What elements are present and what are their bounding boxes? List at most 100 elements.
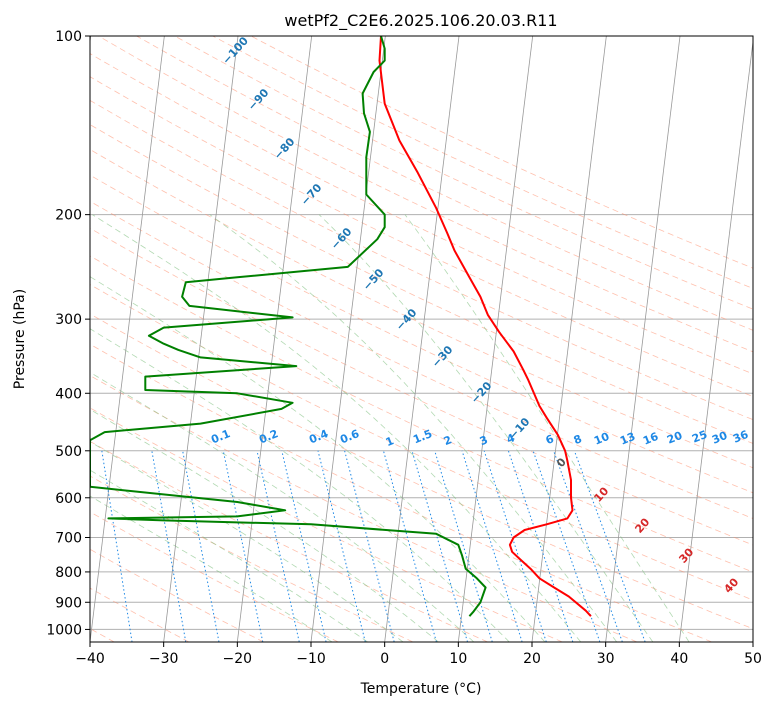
mixing-ratio-label: 13 <box>618 430 637 448</box>
profile-series <box>90 36 592 617</box>
isotherm-line <box>163 36 239 642</box>
moist-adiabat-line <box>90 328 510 642</box>
dry-adiabats <box>90 36 753 642</box>
mixing-ratio-lines <box>101 450 646 642</box>
chart-title: wetPf2_C2E6.2025.106.20.03.R11 <box>284 11 557 31</box>
mixing-ratio-line <box>101 450 133 642</box>
isotherm-label: −100 <box>220 34 251 67</box>
isotherm-line <box>752 638 753 642</box>
x-axis-label: Temperature (°C) <box>360 681 482 697</box>
moist-adiabat-line <box>318 214 654 642</box>
dry-adiabat-line <box>90 149 753 469</box>
mixing-ratio-line <box>151 450 187 642</box>
y-axis-label: Pressure (hPa) <box>12 289 28 389</box>
dry-adiabat-line <box>174 36 753 310</box>
dry-adiabat-line <box>250 36 753 269</box>
x-tick-label: 40 <box>670 651 688 667</box>
mixing-ratio-label: 20 <box>665 429 684 447</box>
dry-adiabat-line <box>90 124 753 444</box>
isotherm-label: −50 <box>360 266 386 293</box>
isotherm-label: 30 <box>676 545 696 565</box>
isotherm-label: −20 <box>468 379 494 406</box>
dewpoint-profile-line <box>90 36 487 617</box>
x-tick-label: 0 <box>380 651 389 667</box>
isotherm-label: −30 <box>429 343 455 370</box>
mixing-ratio-label: 1 <box>384 434 396 449</box>
plot-area: −100−90−80−70−60−50−40−30−20−10010203040… <box>90 34 753 642</box>
mixing-ratio-label: 25 <box>690 428 709 446</box>
dry-adiabat-line <box>90 76 753 397</box>
mixing-ratio-line <box>222 450 264 642</box>
y-axis-ticks: 1000 900 800 700 600 500 400 300 200 100 <box>46 29 90 638</box>
dry-adiabat-line <box>90 440 488 642</box>
mixing-ratio-line <box>434 450 493 642</box>
mixing-ratio-label: 10 <box>592 430 611 448</box>
x-axis-ticks: −40 −30 −20 −10 0 10 20 30 40 50 <box>75 642 762 667</box>
y-tick-label: 500 <box>55 444 82 460</box>
dry-adiabat-line <box>90 407 563 642</box>
mixing-ratio-label: 0.1 <box>209 427 232 446</box>
y-tick-label: 1000 <box>46 622 82 638</box>
mixing-ratio-label: 0.4 <box>307 427 330 446</box>
x-tick-label: 50 <box>744 651 762 667</box>
y-tick-label: 100 <box>55 29 82 45</box>
dry-adiabat-line <box>90 313 753 630</box>
mixing-ratio-label: 0.6 <box>338 427 361 446</box>
x-tick-label: −20 <box>223 651 253 667</box>
dry-adiabat-line <box>90 174 753 494</box>
dry-adiabat-line <box>90 227 753 546</box>
dry-adiabat-line <box>98 36 753 353</box>
y-tick-label: 200 <box>55 208 82 224</box>
dry-adiabat-line <box>90 511 339 642</box>
isotherm-label: 10 <box>591 484 611 504</box>
mixing-ratio-line <box>553 450 623 642</box>
x-tick-label: 10 <box>449 651 467 667</box>
mixing-ratio-label: 30 <box>710 429 729 447</box>
isotherm-line <box>310 36 386 642</box>
isotherm-line <box>678 38 753 642</box>
isotherm-line <box>384 36 460 642</box>
dry-adiabat-line <box>90 343 712 642</box>
mixing-ratio-line <box>344 450 395 642</box>
moist-adiabat-line <box>92 214 582 642</box>
x-tick-label: −30 <box>149 651 179 667</box>
moist-adiabat-line <box>404 214 690 642</box>
isotherm-line <box>605 36 681 642</box>
isotherm-line <box>236 36 313 642</box>
mixing-ratio-line <box>256 450 300 642</box>
dry-adiabat-line <box>90 375 638 642</box>
isotherm-label: −90 <box>245 86 271 113</box>
mixing-ratio-line <box>281 450 327 642</box>
moist-adiabat-line <box>90 469 368 642</box>
isotherm-label: −80 <box>271 135 297 162</box>
mixing-ratio-labels: 0.1 0.2 0.4 0.6 1 1.5 2 3 4 6 8 10 13 16 20 25 30 36 <box>209 427 750 449</box>
moist-adiabats <box>90 214 690 642</box>
y-tick-label: 700 <box>55 531 82 547</box>
dry-adiabat-line <box>90 99 753 421</box>
mixing-ratio-label: 2 <box>442 433 454 448</box>
mixing-ratio-line <box>461 450 523 642</box>
mixing-ratio-label: 3 <box>478 433 490 448</box>
mixing-ratio-line <box>317 450 366 642</box>
moist-adiabat-line <box>90 276 546 642</box>
mixing-ratio-label: 6 <box>544 432 556 447</box>
x-tick-label: 20 <box>523 651 541 667</box>
mixing-ratio-line <box>532 450 601 642</box>
isotherm-label: 40 <box>721 575 741 595</box>
plot-frame <box>89 35 754 643</box>
isotherm-label: −70 <box>298 181 324 208</box>
isotherm-label: −60 <box>328 225 354 252</box>
dry-adiabat-line <box>90 475 414 642</box>
mixing-ratio-line <box>507 450 574 642</box>
y-tick-label: 400 <box>55 386 82 402</box>
moist-adiabat-line <box>90 371 475 642</box>
isotherm-line <box>457 36 534 642</box>
dry-adiabat-line <box>90 255 753 573</box>
dry-adiabat-line <box>90 548 264 642</box>
isotherm-label: 20 <box>632 515 652 535</box>
x-tick-label: −10 <box>296 651 326 667</box>
dry-adiabat-line <box>90 284 753 601</box>
isotherm-line <box>531 36 607 642</box>
dry-adiabat-line <box>90 53 753 375</box>
